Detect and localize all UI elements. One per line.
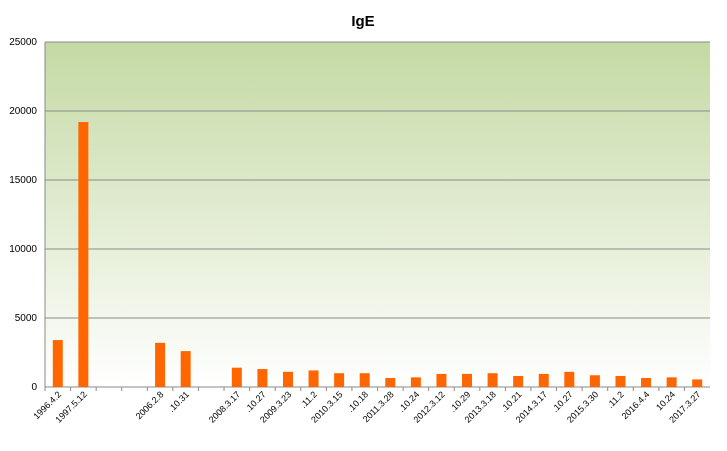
bar xyxy=(231,367,242,387)
y-tick-label: 15000 xyxy=(9,175,37,186)
x-tick-label: 2006.2.8 xyxy=(134,389,166,421)
bar xyxy=(257,369,268,387)
bar xyxy=(564,371,575,387)
bar xyxy=(589,375,600,387)
bar xyxy=(615,375,626,387)
bar xyxy=(692,379,703,387)
bar xyxy=(78,122,89,387)
bar xyxy=(282,371,293,387)
plot-area xyxy=(45,42,710,387)
bar xyxy=(462,373,473,387)
y-tick-label: 5000 xyxy=(15,313,38,324)
x-tick-label: .11.2 xyxy=(298,389,319,410)
bar xyxy=(308,370,319,387)
bar xyxy=(641,378,652,387)
y-tick-label: 20000 xyxy=(9,106,37,117)
bar xyxy=(666,377,677,387)
bar xyxy=(385,378,396,387)
bar xyxy=(52,340,63,387)
x-tick-label: .11.2 xyxy=(605,389,626,410)
bar xyxy=(538,373,549,387)
bar xyxy=(334,373,345,387)
bar xyxy=(487,373,498,387)
y-tick-label: 25000 xyxy=(9,37,37,48)
x-tick-label: .10.31 xyxy=(166,389,191,414)
bar xyxy=(180,351,191,387)
bar xyxy=(359,373,370,387)
y-tick-label: 0 xyxy=(31,382,37,393)
chart-title: IgE xyxy=(351,13,374,30)
bar xyxy=(513,375,524,387)
bar xyxy=(436,373,447,387)
x-tick-label: 2016.4.4 xyxy=(620,389,652,421)
bar xyxy=(155,342,166,387)
x-tick-label: 2008.3.17 xyxy=(207,389,242,424)
x-tick-label: 10.24 xyxy=(654,389,677,412)
bar xyxy=(410,377,421,387)
y-tick-label: 10000 xyxy=(9,244,37,255)
